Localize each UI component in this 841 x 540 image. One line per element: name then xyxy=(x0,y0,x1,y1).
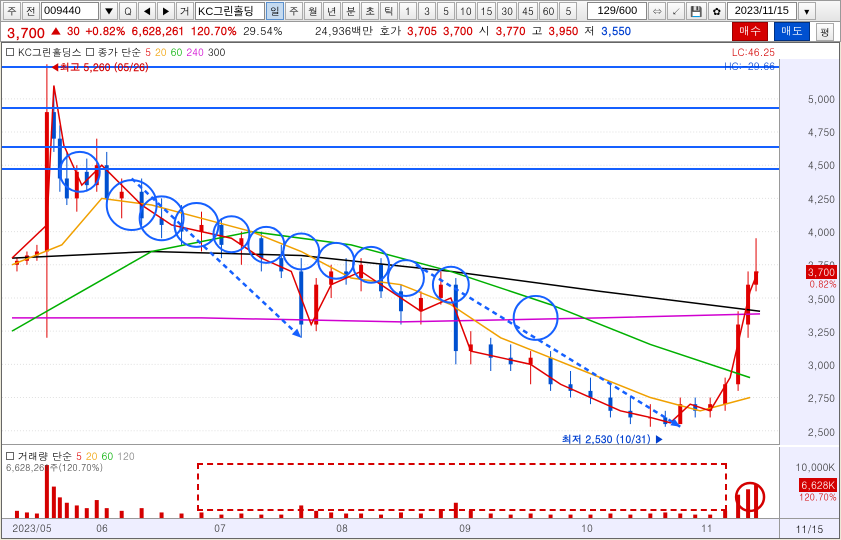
tf-min-button[interactable]: 분 xyxy=(342,2,360,20)
period-1-button[interactable]: 1 xyxy=(399,2,417,20)
spacer xyxy=(578,2,586,20)
tf-year-button[interactable]: 년 xyxy=(323,2,341,20)
high-label: 고 xyxy=(532,24,543,39)
sound-next-button[interactable]: ▶ xyxy=(157,2,175,20)
sound-prev-button[interactable]: ◀ xyxy=(138,2,156,20)
legend-ma240: 240 xyxy=(186,45,204,59)
vol-ma60: 60 xyxy=(102,449,114,463)
x-axis-right: 11/15 xyxy=(779,518,839,538)
price-change: 30 xyxy=(67,24,80,39)
volume-highlight-box xyxy=(197,463,727,511)
high-price: 3,950 xyxy=(549,24,579,39)
x-axis: 2023/05060708091011 xyxy=(2,518,779,538)
legend-stock-name: KC그린홀딩스 xyxy=(18,45,82,59)
stock-name-input[interactable] xyxy=(195,2,265,20)
ask-price: 3,700 xyxy=(443,24,473,39)
legend-ma300: 300 xyxy=(208,45,226,59)
tf-day-button[interactable]: 일 xyxy=(266,2,284,20)
legend-ma5: 5 xyxy=(145,45,151,59)
lc-hc-label: LC:46.25 HC:-29.66 xyxy=(724,45,775,73)
avg-button[interactable]: 평 xyxy=(816,23,834,41)
stock-code-input[interactable] xyxy=(41,2,99,20)
search-button[interactable]: Q xyxy=(119,2,137,20)
buy-button[interactable]: 매수 xyxy=(732,22,768,41)
quote-info-bar: 3,700 ▲ 30 +0.82% 6,628,261 120.70% 29.5… xyxy=(0,22,841,42)
mode-week-button[interactable]: 주 xyxy=(3,2,21,20)
volume-subtitle: 6,628,261주(120.70%) xyxy=(6,461,103,474)
volume-pct: 120.70% xyxy=(191,24,237,39)
volume: 6,628,261 xyxy=(132,24,185,39)
volume-y-axis: 10,000K6,628K120.70% xyxy=(779,447,839,519)
open-label: 시 xyxy=(479,24,490,39)
period-5b-button[interactable]: 5 xyxy=(559,2,577,20)
main-toolbar: 주 전 ▼ Q ◀ ▶ 거 일 주 월 년 분 초 틱 1 3 5 10 15 … xyxy=(0,0,841,22)
open-price: 3,770 xyxy=(496,24,526,39)
volume-pane[interactable]: 거래량 단순 5 20 60 120 6,628,261주(120.70%) xyxy=(2,447,779,519)
period-3-button[interactable]: 3 xyxy=(418,2,436,20)
legend-ma60: 60 xyxy=(171,45,183,59)
price-pane[interactable]: ◀최고 5,260 (05/26) 최저 2,530 (10/31) ▶ xyxy=(2,59,779,445)
vol-ma120: 120 xyxy=(117,449,135,463)
chart-container: KC그린홀딩스 종가 단순 5 20 60 240 300 LC:46.25 H… xyxy=(1,42,840,539)
period-15-button[interactable]: 15 xyxy=(477,2,497,20)
settings-icon[interactable]: ✿ xyxy=(708,2,726,20)
amount: 24,936백만 xyxy=(315,24,373,39)
code-dropdown-button[interactable]: ▼ xyxy=(100,2,118,20)
period-30-button[interactable]: 30 xyxy=(497,2,517,20)
low-label: 저 xyxy=(584,24,595,39)
period-10-button[interactable]: 10 xyxy=(456,2,476,20)
tf-week-button[interactable]: 주 xyxy=(285,2,303,20)
period-5-button[interactable]: 5 xyxy=(437,2,455,20)
price-legend: KC그린홀딩스 종가 단순 5 20 60 240 300 xyxy=(6,45,225,59)
arrow-up-icon: ▲ xyxy=(51,24,61,39)
legend-ma20: 20 xyxy=(155,45,167,59)
period-60-button[interactable]: 60 xyxy=(539,2,559,20)
date-input[interactable] xyxy=(727,2,797,20)
lowest-annotation: 최저 2,530 (10/31) ▶ xyxy=(562,432,664,446)
tf-tick-button[interactable]: 틱 xyxy=(380,2,398,20)
price-change-pct: +0.82% xyxy=(86,24,126,39)
tf-month-button[interactable]: 월 xyxy=(304,2,322,20)
price-chart-svg xyxy=(2,59,779,444)
period-45-button[interactable]: 45 xyxy=(518,2,538,20)
last-price: 3,700 xyxy=(7,22,45,42)
legend-box-icon xyxy=(86,48,94,56)
mode-prev-button[interactable]: 전 xyxy=(22,2,40,20)
date-dropdown-button[interactable]: ▾ xyxy=(798,2,816,20)
ko-filter-button[interactable]: 거 xyxy=(176,2,194,20)
tf-sec-button[interactable]: 초 xyxy=(361,2,379,20)
bid-price: 3,705 xyxy=(407,24,437,39)
ruler-icon[interactable]: ↙ xyxy=(667,2,685,20)
highest-annotation: ◀최고 5,260 (05/26) xyxy=(50,60,149,74)
vol-ratio2: 29.54% xyxy=(243,24,283,39)
page-input[interactable] xyxy=(587,2,647,20)
price-y-axis: 5,0004,7504,5004,2504,0003,7503,5003,250… xyxy=(779,59,839,445)
legend-box-icon xyxy=(6,48,14,56)
legend-ma-label: 종가 단순 xyxy=(98,45,141,59)
link-icon[interactable]: ⇔ xyxy=(648,2,666,20)
hoga-label: 호가 xyxy=(379,24,401,39)
low-price: 3,550 xyxy=(601,24,631,39)
save-icon[interactable]: 💾 xyxy=(686,2,706,20)
legend-box-icon xyxy=(6,452,14,460)
sell-button[interactable]: 매도 xyxy=(774,22,810,41)
